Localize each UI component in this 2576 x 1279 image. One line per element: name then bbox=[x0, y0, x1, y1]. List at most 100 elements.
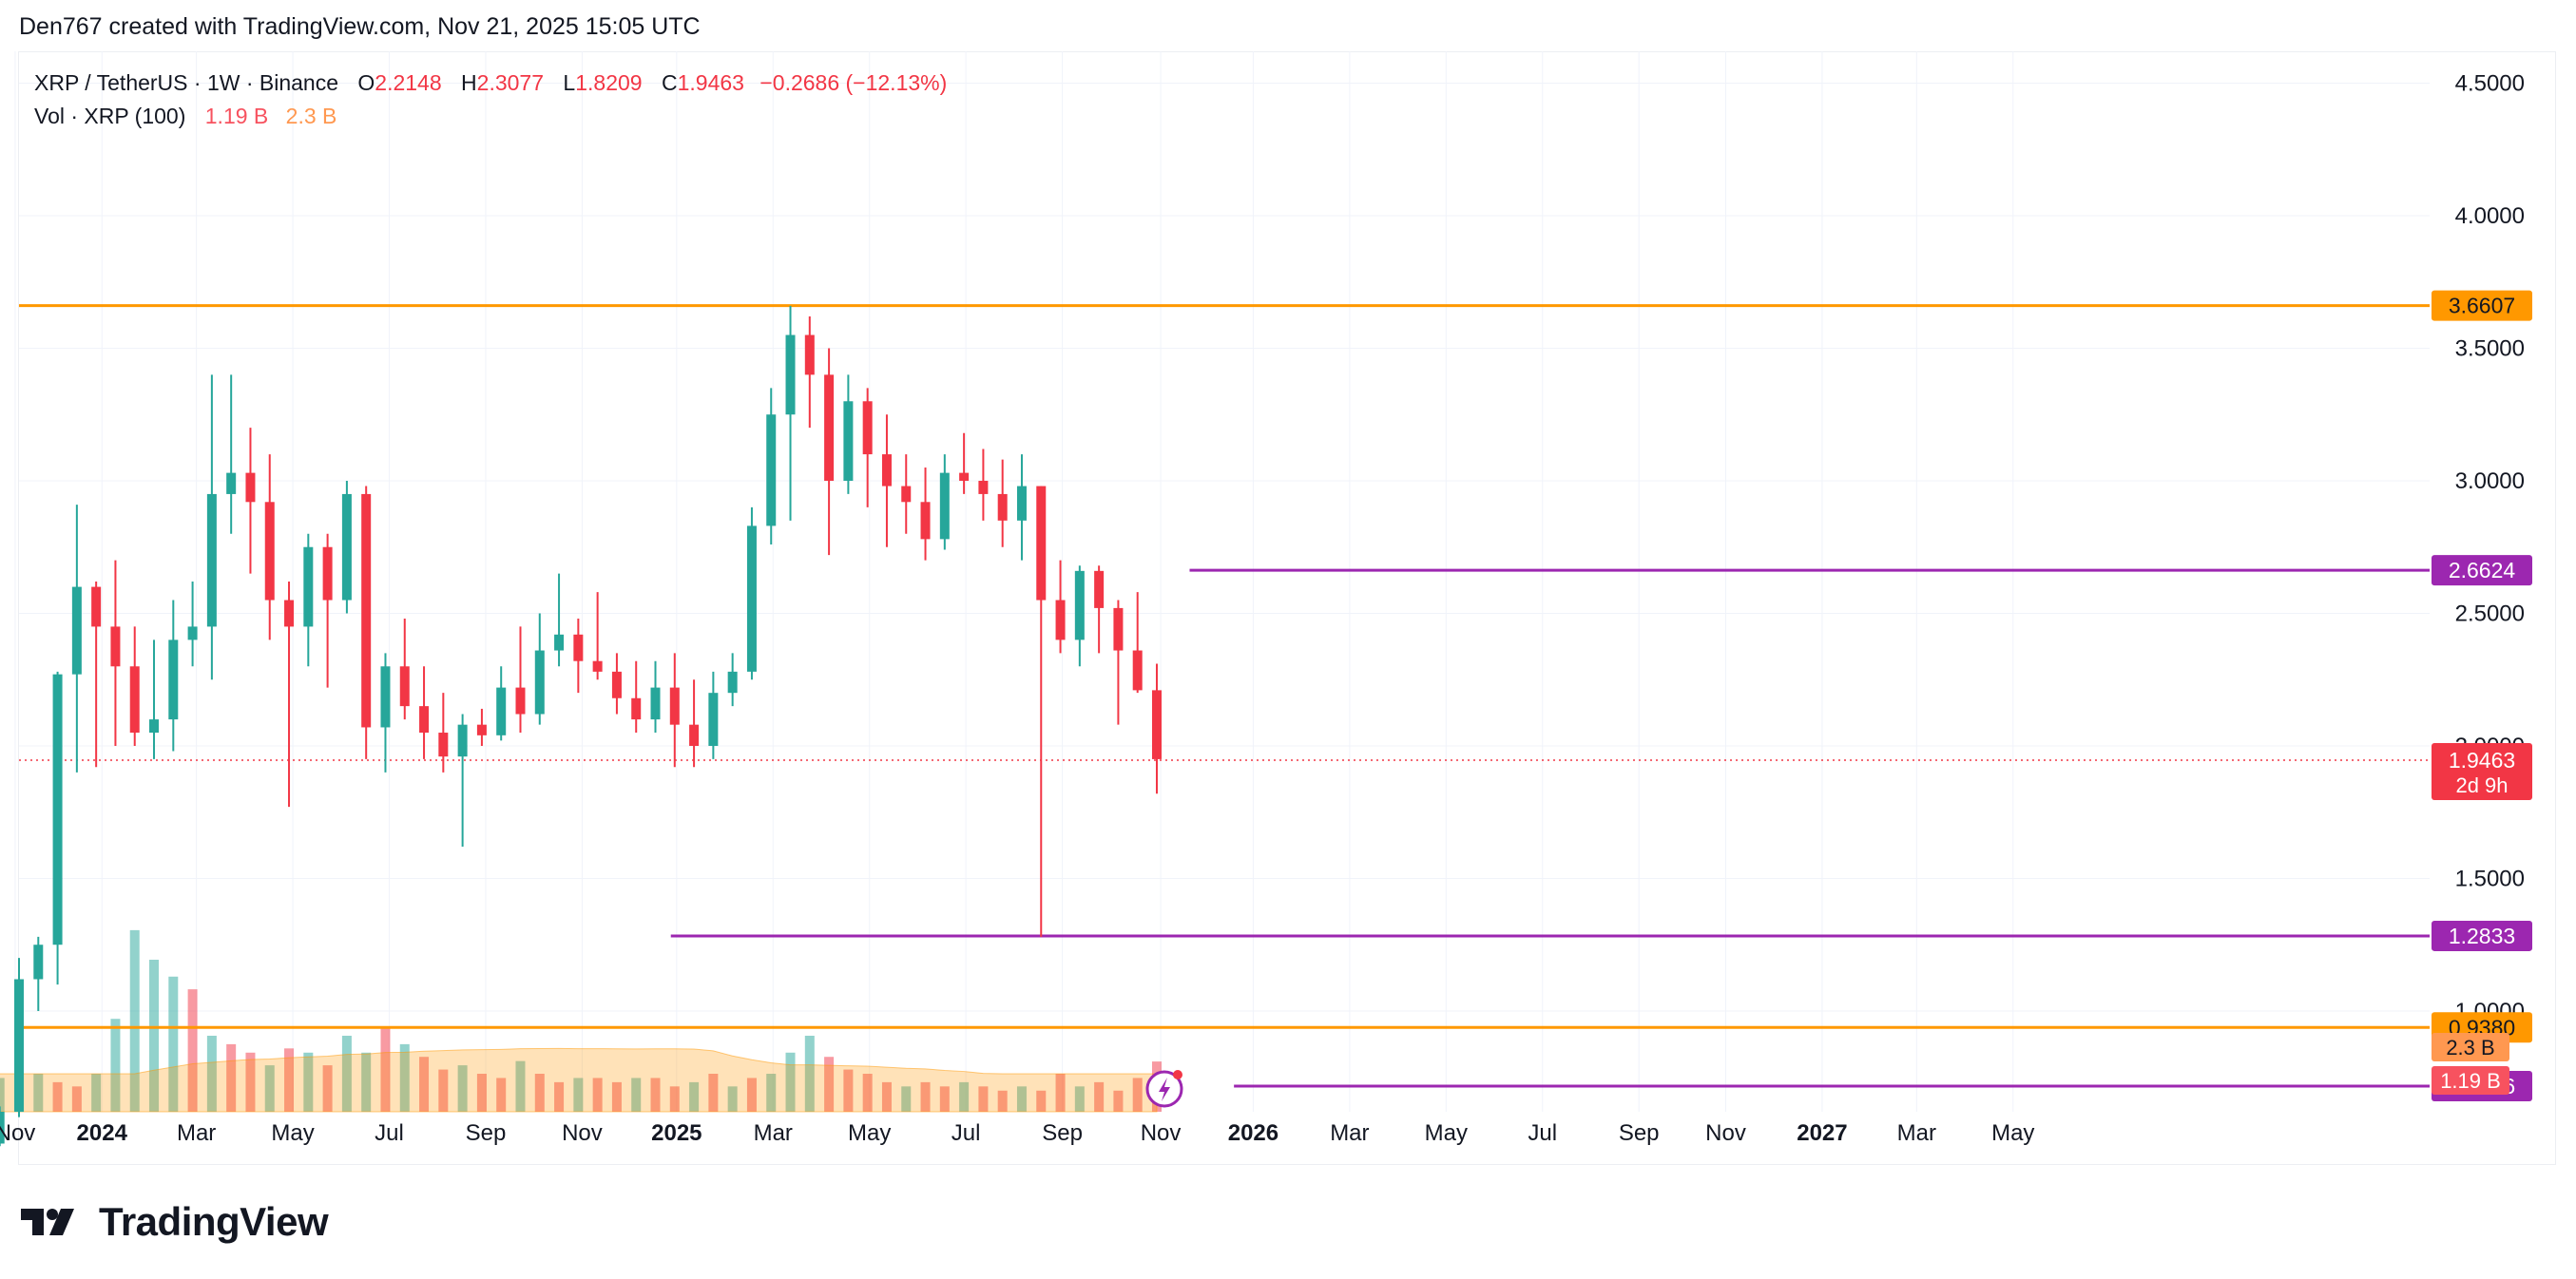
volume-bar bbox=[804, 1036, 815, 1112]
candle-layer bbox=[0, 305, 1162, 1147]
x-tick-label: Nov bbox=[1141, 1120, 1182, 1146]
x-tick-label: May bbox=[848, 1120, 891, 1146]
volume-bar bbox=[110, 1019, 121, 1112]
volume-bar bbox=[631, 1078, 642, 1112]
x-tick-label: May bbox=[271, 1120, 314, 1146]
chart-frame bbox=[18, 51, 2556, 1165]
candle-body bbox=[245, 472, 256, 503]
candle-body bbox=[997, 493, 1008, 521]
notification-dot bbox=[1172, 1070, 1182, 1079]
volume-bar bbox=[1113, 1090, 1124, 1112]
volume-bar bbox=[476, 1074, 487, 1112]
volume-bar bbox=[322, 1065, 333, 1112]
candle-body bbox=[573, 634, 584, 661]
volume-bar bbox=[284, 1048, 295, 1112]
brand-name: TradingView bbox=[99, 1199, 329, 1244]
candle-body bbox=[1113, 607, 1124, 651]
volume-bar bbox=[592, 1078, 603, 1112]
candle-body bbox=[804, 334, 815, 375]
volume-tag bbox=[2432, 1033, 2509, 1061]
volume-bar bbox=[959, 1081, 970, 1112]
candle-body bbox=[959, 472, 970, 481]
candle-body bbox=[322, 546, 333, 601]
y-tick-label: 1.5000 bbox=[2455, 866, 2525, 891]
candle-body bbox=[14, 979, 24, 1112]
legend-volume-label[interactable]: Vol · XRP (100) bbox=[34, 104, 186, 128]
legend-high-value: 2.3077 bbox=[476, 70, 545, 95]
candle-body bbox=[33, 945, 44, 980]
candle-body bbox=[206, 493, 217, 627]
volume-bar bbox=[1055, 1074, 1066, 1112]
price-chart[interactable]: 4.50004.00003.50003.00002.50002.00001.50… bbox=[0, 0, 2576, 1169]
x-tick-label: Nov bbox=[0, 1120, 35, 1146]
candle-body bbox=[785, 334, 796, 415]
volume-bar bbox=[361, 1052, 372, 1112]
legend-open-value: 2.2148 bbox=[375, 70, 442, 95]
legend-symbol[interactable]: XRP / TetherUS · 1W · Binance bbox=[34, 70, 339, 95]
volume-bar bbox=[727, 1086, 738, 1112]
volume-bar bbox=[71, 1086, 82, 1112]
candle-body bbox=[727, 671, 738, 694]
candle-body bbox=[361, 493, 372, 728]
candle-body bbox=[438, 733, 449, 757]
candle-body bbox=[303, 546, 314, 627]
purple-support-tag-text: 1.2833 bbox=[2449, 924, 2515, 948]
volume-bar bbox=[52, 1081, 63, 1112]
volume-tag bbox=[2432, 1066, 2509, 1095]
candle-body bbox=[708, 693, 719, 746]
purple-resistance-tag bbox=[2432, 555, 2532, 586]
volume-bar bbox=[399, 1043, 410, 1112]
chart-caption: Den767 created with TradingView.com, Nov… bbox=[19, 13, 701, 40]
candle-body bbox=[592, 660, 603, 672]
tradingview-brand[interactable]: TradingView bbox=[21, 1199, 329, 1245]
grid-layer bbox=[14, 51, 2430, 1112]
candle-body bbox=[380, 666, 391, 728]
volume-bar bbox=[611, 1081, 622, 1112]
x-tick-label: Sep bbox=[1619, 1120, 1660, 1146]
volume-bar bbox=[33, 1074, 44, 1112]
volume-tag-text: 1.19 B bbox=[2440, 1069, 2501, 1093]
y-tick-label: 4.5000 bbox=[2455, 70, 2525, 96]
volume-bar bbox=[1132, 1078, 1143, 1112]
candle-body bbox=[689, 724, 700, 746]
candle-body bbox=[920, 502, 931, 540]
candle-body bbox=[824, 374, 835, 481]
volume-bar bbox=[978, 1086, 989, 1112]
candle-body bbox=[1074, 570, 1085, 640]
candle-body bbox=[1132, 650, 1143, 691]
volume-bar bbox=[843, 1069, 854, 1112]
candle-body bbox=[284, 600, 295, 627]
legend-price-row: XRP / TetherUS · 1W · Binance O2.2148 H2… bbox=[34, 67, 947, 100]
volume-bar bbox=[920, 1081, 931, 1112]
volume-bar bbox=[129, 929, 140, 1112]
candle-body bbox=[110, 626, 121, 667]
x-tick-label: Mar bbox=[1330, 1120, 1369, 1146]
volume-bar bbox=[862, 1074, 873, 1112]
volume-bar bbox=[708, 1074, 719, 1112]
axis-layer: 4.50004.00003.50003.00002.50002.00001.50… bbox=[0, 70, 2525, 1146]
x-tick-label: Sep bbox=[1042, 1120, 1083, 1146]
volume-bar bbox=[341, 1036, 352, 1112]
candle-body bbox=[71, 586, 82, 675]
legend-low-label: L bbox=[563, 70, 576, 95]
lightning-icon bbox=[1158, 1078, 1170, 1101]
candle-body bbox=[496, 687, 507, 735]
volume-bar bbox=[187, 989, 198, 1112]
volume-bar bbox=[245, 1052, 256, 1112]
volume-bar bbox=[746, 1078, 757, 1112]
legend-volume-value: 1.19 B bbox=[204, 104, 269, 128]
volume-bar bbox=[1016, 1086, 1027, 1112]
legend-change: −0.2686 (−12.13%) bbox=[759, 70, 948, 95]
candle-body bbox=[457, 724, 468, 757]
legend-low-value: 1.8209 bbox=[575, 70, 643, 95]
volume-layer bbox=[0, 929, 1162, 1113]
legend-volume-row: Vol · XRP (100) 1.19 B 2.3 B bbox=[34, 100, 947, 133]
candle-body bbox=[52, 674, 63, 945]
legend-close-value: 1.9463 bbox=[677, 70, 744, 95]
volume-bar bbox=[650, 1078, 661, 1112]
volume-bar bbox=[669, 1086, 680, 1112]
x-tick-label: May bbox=[1425, 1120, 1468, 1146]
purple-resistance-tag-text: 2.6624 bbox=[2449, 558, 2516, 582]
chart-legend: XRP / TetherUS · 1W · Binance O2.2148 H2… bbox=[34, 67, 947, 133]
x-tick-label: 2026 bbox=[1228, 1120, 1278, 1146]
